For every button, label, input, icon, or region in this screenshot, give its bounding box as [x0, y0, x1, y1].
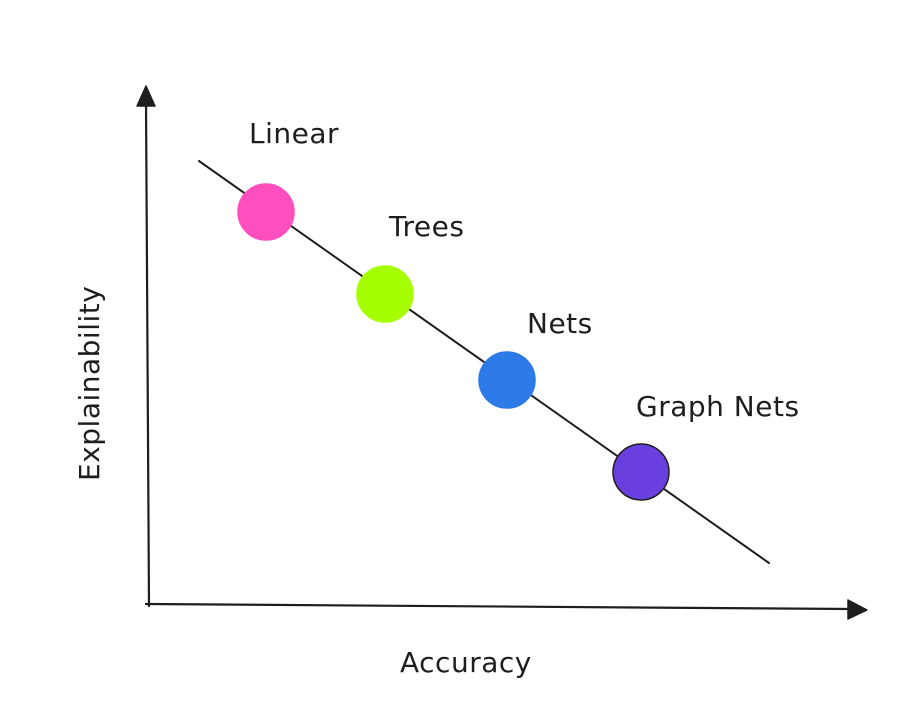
x-axis-title: Accuracy: [400, 646, 532, 679]
model-label-linear: Linear: [249, 117, 339, 150]
y-axis-line: [144, 100, 151, 608]
x-axis-arrow-icon: [847, 599, 868, 620]
model-dot-linear: [237, 183, 295, 241]
x-axis-line: [144, 602, 852, 611]
model-dot-trees: [356, 265, 414, 323]
model-label-nets: Nets: [527, 307, 593, 340]
model-dot-graph-nets: [612, 443, 670, 501]
tradeoff-line: [198, 160, 770, 564]
model-label-trees: Trees: [388, 210, 464, 243]
model-label-graph-nets: Graph Nets: [636, 390, 800, 423]
y-axis-title: Explainability: [73, 286, 106, 481]
y-axis-arrow-icon: [136, 85, 156, 107]
model-dot-nets: [478, 351, 536, 409]
